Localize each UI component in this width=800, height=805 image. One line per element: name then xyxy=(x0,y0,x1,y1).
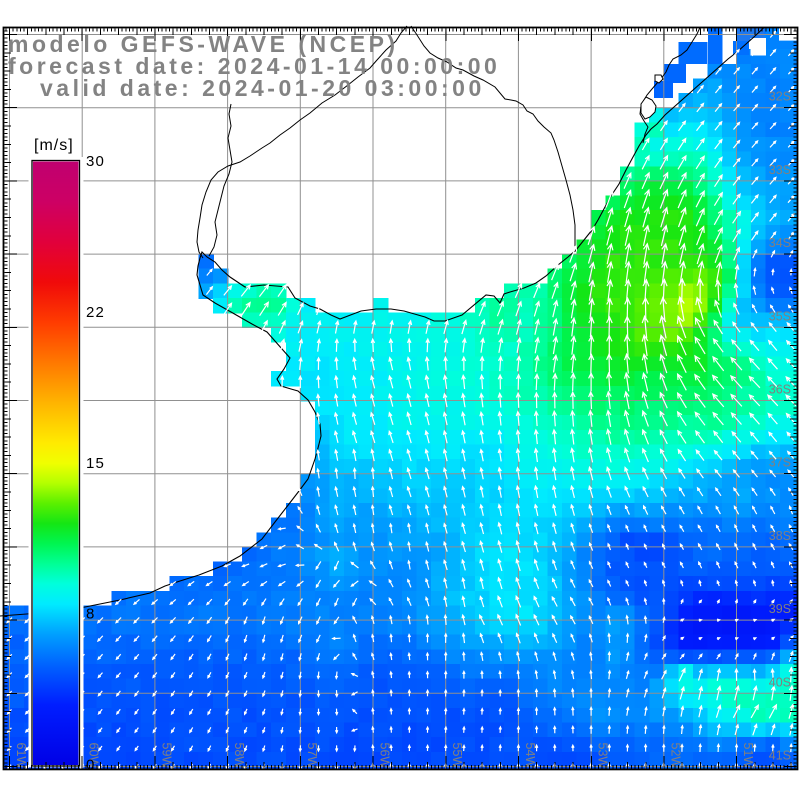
svg-text:39S: 39S xyxy=(769,602,791,616)
svg-text:40S: 40S xyxy=(769,675,791,689)
svg-text:59W: 59W xyxy=(159,743,173,769)
svg-text:57W: 57W xyxy=(305,743,319,769)
svg-text:37S: 37S xyxy=(769,456,791,470)
svg-text:8: 8 xyxy=(86,606,96,623)
svg-text:34S: 34S xyxy=(769,236,791,250)
svg-text:33S: 33S xyxy=(769,163,791,177)
svg-text:36S: 36S xyxy=(769,383,791,397)
svg-text:[m/s]: [m/s] xyxy=(34,137,74,154)
svg-text:22: 22 xyxy=(86,304,105,321)
svg-text:15: 15 xyxy=(86,455,105,472)
svg-text:forecast date: 2024-01-14 00:0: forecast date: 2024-01-14 00:00:00 xyxy=(8,53,500,79)
svg-text:52W: 52W xyxy=(668,743,682,769)
svg-text:54W: 54W xyxy=(523,743,537,769)
svg-text:modelo GEFS-WAVE (NCEP): modelo GEFS-WAVE (NCEP) xyxy=(8,31,399,57)
svg-text:35S: 35S xyxy=(769,309,791,323)
svg-text:60W: 60W xyxy=(87,743,101,769)
svg-text:32S: 32S xyxy=(769,90,791,104)
svg-text:56W: 56W xyxy=(378,743,392,769)
svg-text:61W: 61W xyxy=(14,743,28,769)
svg-text:30: 30 xyxy=(86,153,105,170)
svg-text:0: 0 xyxy=(86,757,96,774)
svg-text:55W: 55W xyxy=(450,743,464,769)
svg-text:valid date: 2024-01-20 03:00:0: valid date: 2024-01-20 03:00:00 xyxy=(40,75,485,101)
svg-text:41S: 41S xyxy=(769,749,791,763)
svg-text:38S: 38S xyxy=(769,529,791,543)
svg-text:53W: 53W xyxy=(596,743,610,769)
svg-text:58W: 58W xyxy=(232,743,246,769)
svg-text:51W: 51W xyxy=(741,743,755,769)
